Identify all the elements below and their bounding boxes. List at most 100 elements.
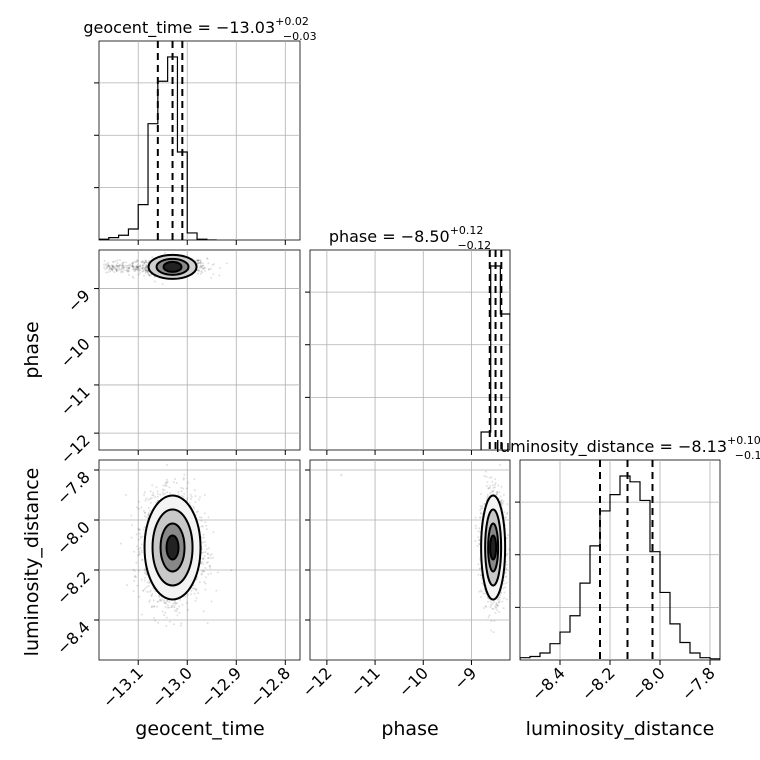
sample-point	[144, 268, 147, 271]
sample-point	[144, 576, 147, 579]
sample-point	[490, 629, 493, 632]
sample-point	[144, 261, 147, 264]
sample-point	[128, 266, 131, 269]
sample-point	[148, 580, 151, 583]
sample-point	[488, 614, 491, 617]
sample-point	[203, 494, 206, 496]
sample-point	[166, 481, 169, 484]
sample-point	[165, 484, 168, 487]
sample-point	[150, 606, 153, 609]
sample-point	[201, 262, 204, 265]
sample-point	[200, 264, 203, 267]
sample-point	[143, 262, 146, 265]
sample-point	[145, 266, 148, 269]
sample-point	[138, 507, 141, 510]
sample-point	[194, 501, 197, 503]
sample-point	[134, 268, 137, 271]
sample-point	[145, 497, 148, 500]
sample-point	[151, 494, 154, 497]
sample-point	[162, 484, 165, 487]
sample-point	[132, 265, 134, 268]
sample-point	[486, 481, 489, 483]
sample-point	[143, 263, 146, 266]
sample-point	[111, 260, 114, 263]
sample-point	[128, 273, 131, 276]
sample-point	[131, 264, 134, 267]
sample-point	[202, 570, 205, 573]
sample-point	[157, 621, 160, 624]
sample-point	[479, 516, 482, 519]
sample-point	[125, 261, 127, 264]
sample-point	[181, 603, 184, 606]
sample-point	[133, 579, 136, 582]
sample-point	[106, 266, 109, 269]
sample-point	[145, 269, 148, 272]
sample-point	[149, 509, 152, 512]
sample-point	[498, 596, 501, 599]
sample-point	[175, 482, 178, 484]
sample-point	[474, 527, 477, 530]
sample-point	[147, 512, 150, 514]
sample-point	[145, 261, 148, 264]
sample-point	[173, 604, 176, 607]
sample-point	[498, 599, 501, 601]
sample-point	[491, 490, 493, 493]
sample-point	[177, 493, 180, 496]
sample-point	[225, 262, 228, 265]
sample-point	[125, 269, 128, 272]
sample-point	[164, 251, 166, 254]
sample-point	[150, 594, 153, 597]
sample-point	[204, 588, 207, 591]
sample-point	[504, 516, 507, 519]
sample-point	[126, 269, 129, 272]
sample-point	[139, 536, 142, 539]
sample-point	[210, 557, 213, 560]
sample-point	[481, 507, 484, 510]
sample-point	[205, 561, 208, 564]
sample-point	[480, 596, 482, 598]
sample-point	[480, 574, 482, 576]
sample-point	[112, 265, 114, 268]
panel-distance-vs-phase	[309, 459, 511, 661]
sample-point	[107, 264, 110, 267]
sample-point	[140, 260, 143, 263]
sample-point	[147, 498, 150, 501]
sample-point	[209, 567, 212, 569]
sample-point	[201, 271, 204, 274]
sample-point	[482, 607, 485, 609]
sample-point	[183, 492, 186, 495]
sample-point	[175, 610, 178, 613]
sample-point	[142, 260, 145, 263]
sample-point	[204, 551, 207, 554]
sample-point	[112, 266, 115, 269]
sample-point	[122, 267, 125, 270]
sample-point	[181, 494, 184, 497]
sample-point	[149, 501, 152, 504]
sample-point	[114, 267, 117, 270]
sample-point	[143, 515, 146, 518]
sample-point	[139, 265, 142, 268]
sample-point	[143, 267, 146, 270]
sample-point	[117, 264, 120, 267]
sample-point	[145, 259, 148, 262]
sample-point	[209, 572, 212, 575]
sample-point	[208, 268, 211, 271]
sample-point	[156, 493, 159, 495]
sample-point	[203, 581, 206, 583]
sample-point	[177, 491, 180, 494]
sample-point	[131, 264, 134, 267]
sample-point	[496, 605, 499, 608]
sample-point	[132, 568, 135, 571]
sample-point	[164, 602, 167, 605]
sample-point	[139, 265, 142, 268]
sample-point	[218, 274, 221, 277]
sample-point	[501, 600, 504, 603]
sample-point	[193, 489, 196, 492]
sample-point	[107, 261, 109, 264]
sample-point	[198, 269, 200, 272]
sample-point	[140, 551, 143, 554]
sample-point	[135, 259, 138, 262]
sample-point	[478, 527, 481, 530]
sample-point	[502, 587, 505, 590]
sample-point	[115, 267, 118, 270]
